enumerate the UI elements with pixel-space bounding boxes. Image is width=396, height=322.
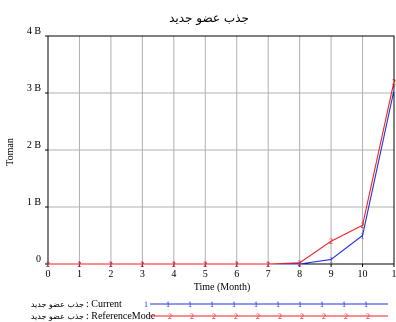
series-2-point: 2 xyxy=(77,260,81,269)
legend-series-suffix: : ReferenceMode xyxy=(86,311,156,322)
series-2-point: 2 xyxy=(203,260,207,269)
series-1-point: 1 xyxy=(392,86,396,95)
legend-marker: 1 xyxy=(232,300,236,309)
x-axis-ticks: 0 1 2 3 4 5 6 7 8 9 10 1 xyxy=(46,264,396,280)
legend-marker: 2 xyxy=(322,312,326,321)
chart-title: جذب عضو جدید xyxy=(169,11,249,26)
series-line-2 xyxy=(48,81,395,265)
legend-marker: 2 xyxy=(344,312,348,321)
legend-marker: 2 xyxy=(168,312,172,321)
x-tick-label: 6 xyxy=(234,269,239,280)
legend-marker: 1 xyxy=(210,300,214,309)
series-1-point: 1 xyxy=(298,260,302,269)
series-2-point: 2 xyxy=(392,78,396,87)
legend-marker: 2 xyxy=(234,312,238,321)
series-2-point: 2 xyxy=(235,260,239,269)
series-2-point: 2 xyxy=(361,221,365,230)
series-line-1 xyxy=(48,90,395,265)
x-tick-label: 1 xyxy=(77,269,82,280)
x-tick-label: 1 xyxy=(392,269,396,280)
x-tick-label: 9 xyxy=(329,269,334,280)
legend-marker: 1 xyxy=(144,300,148,309)
legend-marker: 1 xyxy=(254,300,258,309)
series-1-point: 1 xyxy=(361,232,365,241)
grid-lines xyxy=(48,36,394,264)
series-2-point: 2 xyxy=(109,260,113,269)
legend-marker: 1 xyxy=(364,300,368,309)
x-tick-label: 0 xyxy=(46,269,51,280)
y-tick-label: 4 B xyxy=(27,26,42,37)
legend-marker: 1 xyxy=(320,300,324,309)
legend-marker: 2 xyxy=(212,312,216,321)
series-2-point: 2 xyxy=(266,260,270,269)
series-2-point: 2 xyxy=(46,260,50,269)
legend-marker: 2 xyxy=(278,312,282,321)
series-2-point: 2 xyxy=(329,237,333,246)
series-2-point: 2 xyxy=(172,260,176,269)
series-2-point: 2 xyxy=(298,259,302,268)
x-tick-label: 8 xyxy=(297,269,302,280)
series-2-point: 2 xyxy=(140,260,144,269)
y-tick-label: 0 xyxy=(36,254,41,265)
legend-marker: 1 xyxy=(188,300,192,309)
x-tick-label: 2 xyxy=(108,269,113,280)
x-tick-label: 3 xyxy=(140,269,145,280)
legend: جذب عضو جدید: Current 1 1 1 1 1 1 1 1 1 1 1 جذب عضو … xyxy=(31,299,388,322)
x-tick-label: 7 xyxy=(266,269,271,280)
y-tick-label: 1 B xyxy=(27,197,42,208)
y-tick-label: 3 B xyxy=(27,83,42,94)
legend-series-prefix: جذب عضو جدید xyxy=(31,300,84,309)
series-1-point: 1 xyxy=(329,255,333,264)
legend-marker: 1 xyxy=(298,300,302,309)
y-axis-label: Toman xyxy=(5,138,16,166)
x-tick-label: 4 xyxy=(171,269,176,280)
legend-marker: 2 xyxy=(366,312,370,321)
y-tick-label: 2 B xyxy=(27,140,42,151)
legend-marker: 1 xyxy=(342,300,346,309)
legend-series-suffix: : Current xyxy=(86,299,122,310)
y-axis-ticks: 0 1 B 2 B 3 B 4 B xyxy=(27,26,48,265)
x-tick-label: 5 xyxy=(203,269,208,280)
x-axis-label: Time (Month) xyxy=(194,282,251,293)
legend-marker: 2 xyxy=(256,312,260,321)
legend-marker: 2 xyxy=(300,312,304,321)
legend-marker: 1 xyxy=(276,300,280,309)
x-tick-label: 10 xyxy=(358,269,368,280)
legend-series-prefix: جذب عضو جدید xyxy=(31,312,84,321)
legend-marker: 1 xyxy=(166,300,170,309)
legend-marker: 2 xyxy=(190,312,194,321)
